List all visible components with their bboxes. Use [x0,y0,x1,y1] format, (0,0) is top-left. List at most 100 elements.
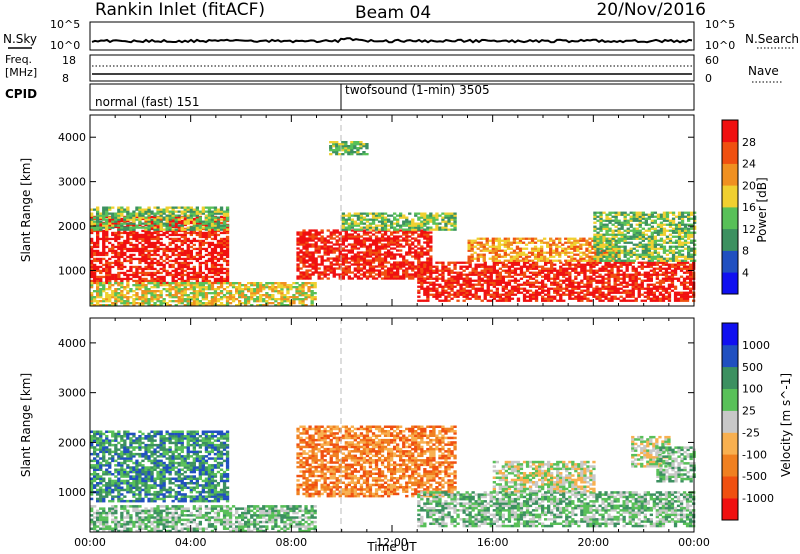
data-cell [141,279,145,283]
data-cell [362,241,367,244]
data-cell [271,286,275,289]
data-cell [489,295,493,298]
data-cell [165,247,169,251]
data-cell [380,253,385,256]
data-cell [132,212,136,215]
data-cell [599,221,603,224]
data-cell [96,302,100,305]
data-cell [580,279,584,282]
data-cell [102,282,106,285]
data-cell [453,291,457,294]
data-cell [268,296,272,299]
data-cell [516,283,521,286]
data-cell [516,285,521,288]
data-cell [174,249,178,253]
data-cell [477,283,481,286]
data-cell [213,257,218,261]
data-cell [426,287,430,290]
data-cell [565,263,569,266]
data-cell [423,220,427,223]
data-cell [219,257,224,261]
data-cell [308,265,312,268]
data-cell [308,251,312,254]
data-cell [516,267,521,270]
data-cell [296,247,300,250]
data-cell [528,285,533,288]
data-cell [374,255,379,258]
data-cell [111,245,115,249]
data-cell [323,271,327,274]
data-cell [576,259,580,262]
data-cell [613,277,617,280]
data-cell [390,231,394,234]
data-cell [311,239,315,242]
data-cell [207,210,212,213]
data-cell [341,269,345,272]
data-cell [387,237,391,240]
data-cell [611,229,615,232]
data-cell [259,296,263,299]
data-cell [553,281,557,284]
data-cell [486,265,490,268]
data-cell [685,281,690,284]
data-cell [180,302,184,305]
data-cell [174,247,178,251]
data-cell [682,295,687,298]
data-cell [396,275,400,278]
data-cell [456,261,460,264]
data-cell [350,224,354,227]
data-cell [614,215,618,218]
data-cell [559,297,563,300]
data-cell [543,237,547,240]
data-cell [573,249,577,252]
data-cell [492,291,496,294]
data-cell [304,292,308,295]
data-cell [225,298,230,301]
data-cell [114,294,118,297]
data-cell [174,288,178,291]
data-cell [219,251,224,255]
data-cell [447,283,451,286]
data-cell [114,237,118,241]
data-cell [120,292,124,295]
data-cell [295,292,299,295]
data-cell [599,239,603,242]
data-cell [174,218,178,221]
data-cell [543,241,547,244]
data-cell [507,291,512,294]
data-cell [213,243,218,247]
data-cell [192,212,196,215]
data-cell [156,245,160,249]
data-cell [365,271,370,274]
data-cell [420,222,424,225]
data-cell [129,249,133,253]
data-cell [541,297,545,300]
data-cell [213,277,218,281]
data-cell [396,224,400,227]
data-cell [216,224,221,227]
data-cell [471,285,475,288]
data-cell [93,275,97,279]
data-cell [114,249,118,253]
data-cell [159,267,163,271]
data-cell [165,249,169,253]
data-cell [519,287,524,290]
data-cell [586,269,590,272]
data-cell [533,253,538,256]
data-cell [503,239,507,242]
data-cell [156,290,160,293]
data-cell [512,237,517,240]
data-cell [444,289,448,292]
data-cell [655,281,659,284]
data-cell [646,275,650,278]
data-cell [396,214,400,217]
data-cell [305,237,309,240]
freq-right-tick-top: 60 [705,54,719,67]
data-cell [259,282,263,285]
data-cell [177,290,181,293]
data-cell [341,228,345,231]
data-cell [177,247,181,251]
data-cell [589,299,593,302]
data-cell [664,275,669,278]
data-cell [329,247,333,250]
